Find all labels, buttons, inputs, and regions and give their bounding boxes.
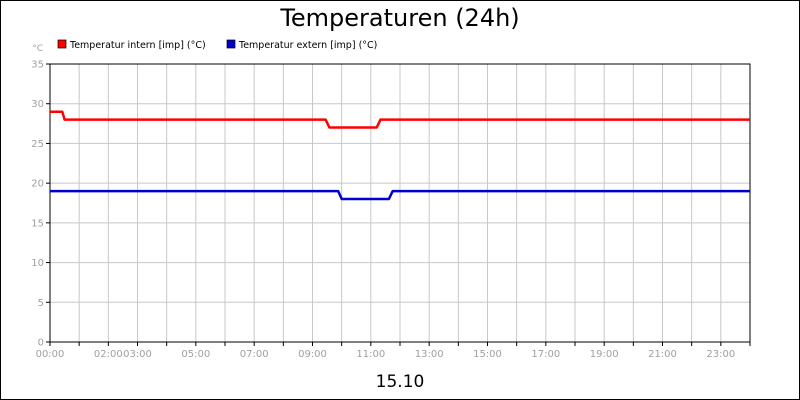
series-line-1 (50, 189, 750, 201)
x-axis-label: 15.10 (376, 372, 425, 392)
y-tick-label: 10 (31, 258, 44, 269)
x-axis: 00:00 02:00 03:00 05:00 07:00 09:00 11:00 13:00… (36, 342, 751, 360)
legend: Temperatur intern [imp] (°C) Temperatur e… (57, 39, 377, 51)
y-tick-label: 0 (38, 338, 44, 349)
y-tick-label: 5 (38, 298, 44, 309)
x-tick-label: 02:00 (94, 349, 123, 360)
x-tick-label: 23:00 (706, 349, 735, 360)
x-tick-label: 07:00 (240, 349, 269, 360)
x-tick-label: 00:00 (36, 349, 65, 360)
legend-label: Temperatur extern [imp] (°C) (238, 40, 377, 51)
x-tick-label: 05:00 (181, 349, 210, 360)
series-line-0 (50, 110, 750, 129)
x-tick-label: 21:00 (648, 349, 677, 360)
x-tick-label: 19:00 (590, 349, 619, 360)
y-axis: 0 5 10 15 20 25 30 35 (31, 60, 50, 349)
x-tick-label: 15:00 (473, 349, 502, 360)
series-layer (50, 110, 750, 201)
grid (50, 64, 750, 342)
y-tick-label: 15 (31, 218, 44, 229)
y-tick-label: 30 (31, 99, 44, 110)
legend-swatch (57, 39, 67, 49)
y-tick-label: 35 (31, 60, 44, 71)
x-tick-label: 13:00 (415, 349, 444, 360)
x-tick-label: 09:00 (298, 349, 327, 360)
y-axis-unit: °C (32, 44, 43, 54)
legend-swatch (226, 39, 236, 49)
x-tick-label: 17:00 (531, 349, 560, 360)
y-tick-label: 20 (31, 179, 44, 190)
chart-title: Temperaturen (24h) (279, 4, 519, 32)
y-tick-label: 25 (31, 139, 44, 150)
x-tick-label: 03:00 (123, 349, 152, 360)
legend-label: Temperatur intern [imp] (°C) (69, 40, 206, 51)
x-tick-label: 11:00 (356, 349, 385, 360)
